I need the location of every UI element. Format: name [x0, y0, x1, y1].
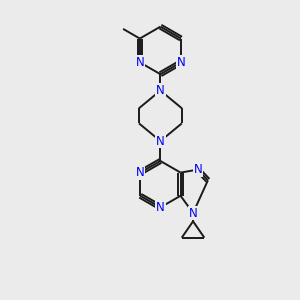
Text: N: N [156, 135, 165, 148]
Text: N: N [189, 206, 197, 220]
Text: N: N [194, 163, 202, 176]
Text: N: N [136, 166, 145, 179]
Text: N: N [135, 56, 144, 69]
Text: N: N [177, 56, 185, 69]
Text: N: N [156, 84, 165, 97]
Text: N: N [156, 201, 165, 214]
